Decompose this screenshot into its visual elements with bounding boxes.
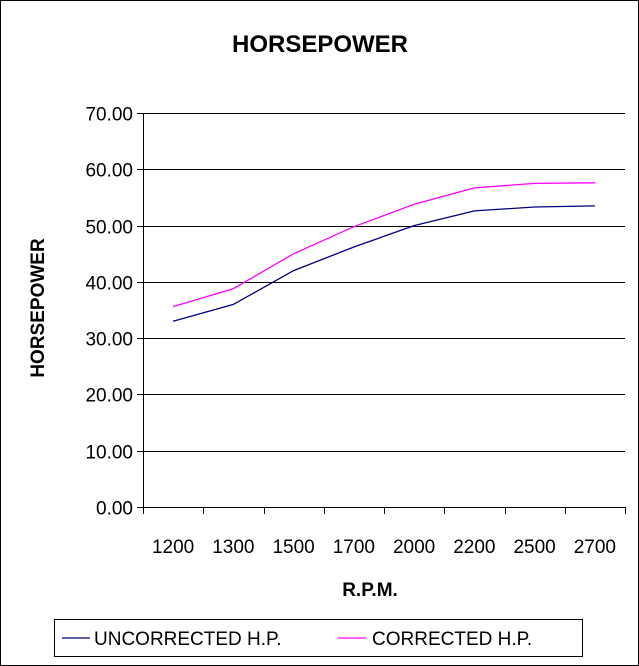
x-tick-label-5: 2200	[453, 537, 495, 558]
y-tick-label-0: 0.00	[96, 499, 133, 520]
legend-box	[54, 619, 583, 657]
legend: UNCORRECTED H.P. CORRECTED H.P.	[54, 619, 583, 657]
legend-label-uncorrected: UNCORRECTED H.P.	[94, 629, 282, 650]
y-tick-label-4: 40.00	[85, 274, 133, 295]
y-tick-labels: 0.00 10.00 20.00 30.00 40.00 50.00 60.00 70.00	[85, 105, 133, 520]
x-tick-label-1: 1300	[212, 537, 254, 558]
series-lines	[172, 182, 595, 322]
x-tick-labels: 1200 1300 1500 1700 2000 2200 2500 2700	[152, 537, 616, 558]
x-axis-title: R.P.M.	[342, 580, 398, 601]
axes	[137, 113, 626, 514]
series-line-0	[172, 205, 595, 322]
chart-title: HORSEPOWER	[232, 31, 408, 58]
x-tick-label-4: 2000	[393, 537, 435, 558]
y-tick-label-7: 70.00	[85, 105, 133, 126]
y-tick-label-6: 60.00	[85, 161, 133, 182]
x-tick-label-7: 2700	[574, 537, 616, 558]
legend-label-corrected: CORRECTED H.P.	[372, 629, 532, 650]
series-line-1	[172, 182, 595, 308]
y-tick-label-3: 30.00	[85, 330, 133, 351]
x-tick-label-0: 1200	[152, 537, 194, 558]
y-tick-label-1: 10.00	[85, 443, 133, 464]
gridlines	[143, 113, 625, 452]
x-tick-label-6: 2500	[513, 537, 555, 558]
y-tick-label-2: 20.00	[85, 386, 133, 407]
x-tick-label-3: 1700	[333, 537, 375, 558]
y-axis-title: HORSEPOWER	[28, 238, 49, 378]
y-tick-label-5: 50.00	[85, 218, 133, 239]
x-tick-label-2: 1500	[272, 537, 314, 558]
